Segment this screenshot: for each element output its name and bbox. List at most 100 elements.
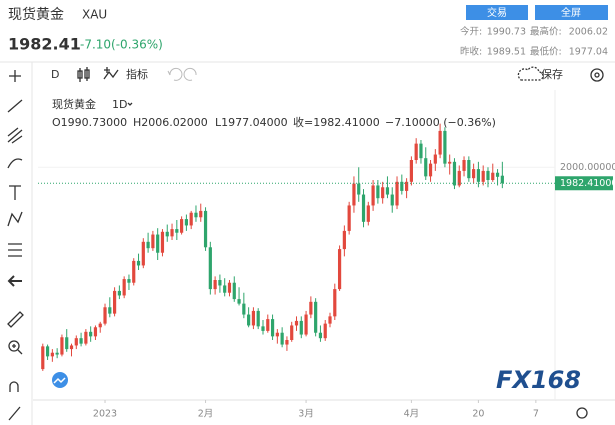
legend-name: 现货黄金	[52, 97, 96, 111]
candle-body	[112, 290, 117, 314]
candle-body	[180, 219, 184, 233]
candle-body	[299, 320, 303, 335]
candle-body	[251, 310, 256, 326]
candle-body	[146, 241, 150, 249]
legend-change: −7.10000 (−0.36%)	[385, 116, 496, 129]
candle-body	[337, 249, 342, 290]
legend-open: O1990.73000	[52, 116, 127, 129]
candle-body	[117, 290, 121, 296]
candle-body	[45, 346, 50, 357]
candle-body	[266, 319, 270, 331]
candle-body	[275, 332, 279, 337]
candle-body	[428, 163, 433, 177]
candle-body	[127, 279, 131, 283]
change: -7.10(-0.36%)	[80, 38, 163, 52]
stat-label: 最高价:	[530, 26, 562, 38]
candle-body	[242, 303, 246, 315]
candle-body	[256, 310, 260, 327]
candle-body	[476, 169, 481, 182]
candle-body	[79, 338, 83, 344]
axis-settings[interactable]	[576, 407, 588, 419]
indicators-button[interactable]: 指标	[126, 67, 148, 81]
candle-body	[98, 323, 102, 328]
save-button[interactable]: 保存	[541, 67, 563, 81]
candle-body	[395, 181, 399, 206]
candle-body	[232, 282, 236, 300]
candle-body	[443, 130, 447, 164]
candle-body	[294, 320, 299, 326]
candle-body	[223, 285, 227, 293]
candle-body	[89, 331, 93, 337]
y-tick-label: 2000.00000	[560, 162, 615, 173]
candle-body	[213, 280, 217, 290]
candle-body	[400, 181, 404, 191]
last-price-label: 1982.41000	[560, 178, 615, 189]
candle-body	[237, 299, 241, 304]
candle-body	[41, 346, 45, 370]
candle-body	[151, 234, 155, 249]
candle-body	[500, 175, 504, 184]
candle-body	[376, 185, 380, 199]
candle-body	[175, 229, 179, 233]
undo-redo[interactable]	[167, 67, 197, 81]
symbol-name: 现货黄金	[8, 6, 64, 23]
candle-body	[203, 210, 208, 248]
candle-body	[424, 158, 428, 177]
stat-value: 1989.51	[487, 47, 526, 58]
x-tick-label: 7	[533, 409, 539, 420]
candle-body	[136, 260, 141, 266]
legend-interval[interactable]: 1D	[112, 98, 127, 111]
price: 1982.41	[8, 35, 81, 54]
candle-body	[381, 187, 385, 199]
candle-body	[170, 229, 174, 237]
candle-body	[342, 230, 346, 250]
candle-body	[280, 332, 284, 345]
settings-dot	[594, 72, 600, 78]
candle-type-button[interactable]	[77, 67, 90, 82]
fullscreen-button[interactable]	[535, 5, 608, 20]
candle-body	[491, 172, 495, 180]
plot: 2000.00000 2023 2月 3月 4月 20 7 1982.41000	[38, 123, 615, 420]
x-tick-label: 4月	[404, 409, 420, 420]
candle-body	[357, 183, 361, 195]
stat-value: 1990.73	[487, 27, 526, 38]
candle-body	[199, 210, 203, 218]
candle-body	[486, 170, 490, 180]
candle-body	[93, 327, 98, 337]
x-tick-label: 2023	[93, 409, 117, 420]
stat-label: 今开:	[460, 26, 482, 38]
settings-button[interactable]	[590, 68, 604, 82]
candle-body	[328, 316, 332, 324]
candle-body	[290, 325, 294, 340]
candle-body	[390, 194, 394, 206]
candle-body	[189, 212, 193, 226]
stat-value: 2006.02	[569, 27, 608, 38]
candle-body	[309, 301, 313, 315]
last-price-box	[555, 176, 613, 191]
legend-chevron	[127, 102, 133, 106]
candle-body	[285, 340, 289, 345]
fullscreen-label: 全屏	[561, 6, 581, 19]
legend-high: H2006.02000	[133, 116, 208, 129]
candle-body	[467, 160, 471, 179]
candle-body	[60, 337, 64, 355]
candle-body	[194, 212, 198, 218]
candle-body	[438, 130, 442, 155]
candle-body	[409, 160, 413, 182]
interval-button[interactable]: D	[51, 68, 59, 81]
left-toolbar[interactable]	[7, 70, 24, 421]
symbol: XAU	[82, 8, 107, 22]
trade-button[interactable]	[466, 5, 528, 20]
candle-body	[74, 338, 78, 346]
candle-body	[156, 234, 160, 253]
x-tick-label: 2月	[198, 409, 214, 420]
candle-body	[361, 194, 366, 222]
candle-body	[323, 323, 327, 339]
logo-mark	[53, 377, 66, 384]
candle-body	[462, 160, 466, 171]
candle-body	[318, 332, 323, 339]
x-tick-label: 3月	[298, 409, 314, 420]
candle-body	[419, 143, 423, 159]
candle-body	[208, 247, 212, 290]
